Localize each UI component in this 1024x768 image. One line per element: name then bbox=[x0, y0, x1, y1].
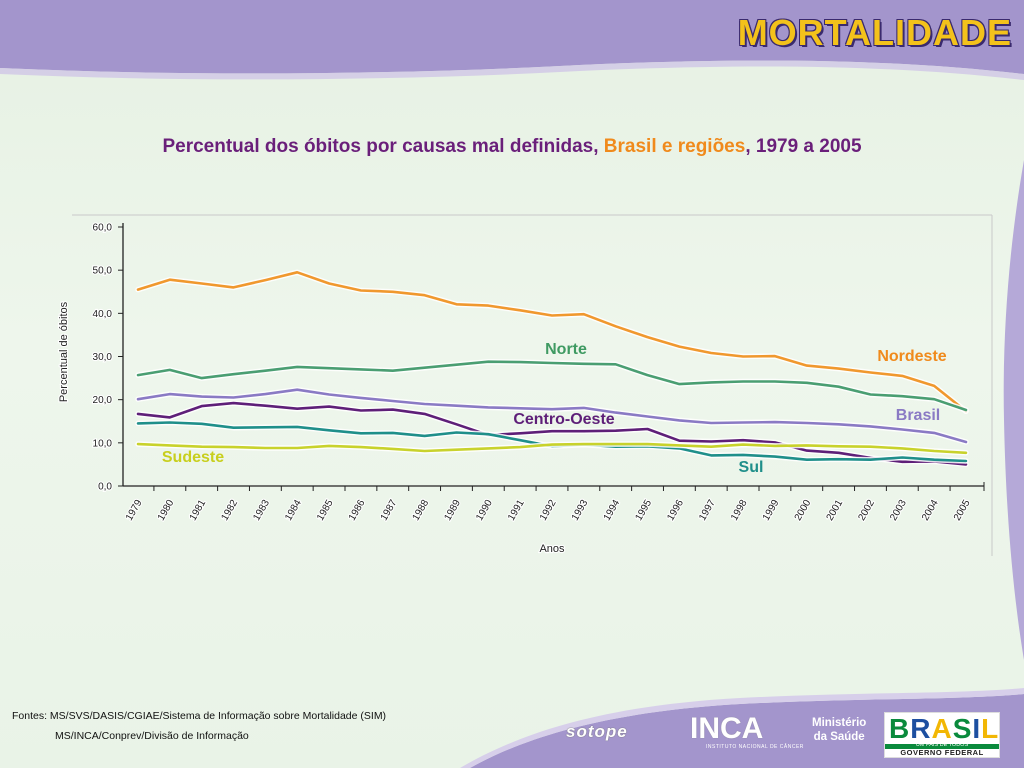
slide-title: MORTALIDADE bbox=[737, 12, 1012, 53]
x-tick-label: 1980 bbox=[156, 498, 177, 523]
y-tick-label: 60,0 bbox=[93, 223, 113, 234]
y-tick-label: 10,0 bbox=[93, 438, 113, 449]
ministerio-line-2: da Saúde bbox=[813, 731, 865, 743]
inca-logo-subtitle: INSTITUTO NACIONAL DE CÂNCER bbox=[706, 744, 804, 750]
x-tick-label: 2004 bbox=[920, 498, 941, 523]
brasil-logo-word: BRASIL bbox=[889, 713, 1000, 744]
x-tick-label: 1986 bbox=[347, 498, 368, 523]
subtitle-text-highlight: Brasil e regiões bbox=[603, 136, 746, 157]
x-tick-label: 2000 bbox=[793, 498, 814, 523]
x-tick-label: 1989 bbox=[442, 498, 463, 523]
top-banner bbox=[0, 0, 1024, 74]
x-tick-label: 1982 bbox=[219, 498, 240, 523]
series-line-brasil bbox=[136, 388, 968, 444]
series-label-centro-oeste: Centro-Oeste bbox=[513, 411, 614, 428]
sources: Fontes: MS/SVS/DASIS/CGIAE/Sistema de In… bbox=[12, 706, 386, 746]
x-tick-label: 1979 bbox=[124, 498, 145, 523]
x-tick-label: 1981 bbox=[188, 498, 209, 523]
series-label-nordeste: Nordeste bbox=[877, 348, 946, 365]
x-tick-label: 1994 bbox=[602, 498, 623, 523]
x-tick-label: 1998 bbox=[729, 498, 750, 523]
series-line-nordeste bbox=[136, 270, 968, 413]
brasil-governo-logo: BRASIL UM PAÍS DE TODOS GOVERNO FEDERAL bbox=[884, 712, 1000, 758]
chart-series bbox=[135, 269, 969, 468]
y-tick-label: 0,0 bbox=[98, 482, 112, 493]
inca-logo: INCA bbox=[690, 712, 764, 745]
x-tick-label: 1983 bbox=[251, 498, 272, 523]
chart-series-labels: Nordeste Norte Brasil Centro-Oeste Sul Sudest… bbox=[162, 341, 947, 476]
subtitle-text-1: Percentual dos óbitos por causas mal def… bbox=[162, 136, 604, 157]
x-tick-label: 1996 bbox=[665, 498, 686, 523]
x-axis-title: Anos bbox=[539, 543, 565, 555]
x-tick-label: 2001 bbox=[825, 498, 846, 523]
series-line-norte bbox=[136, 360, 968, 412]
y-tick-label: 30,0 bbox=[93, 352, 113, 363]
ministerio-line-1: Ministério bbox=[812, 717, 867, 729]
x-tick-label: 1991 bbox=[506, 498, 527, 523]
series-label-brasil: Brasil bbox=[896, 407, 940, 424]
y-tick-label: 50,0 bbox=[93, 266, 113, 277]
x-tick-label: 1999 bbox=[761, 498, 782, 523]
ministerio-saude-logo: Ministério da Saúde bbox=[812, 716, 866, 744]
y-tick-label: 40,0 bbox=[93, 309, 113, 320]
x-tick-label: 1995 bbox=[633, 498, 654, 523]
x-tick-label: 1987 bbox=[379, 498, 400, 523]
brasil-logo-band bbox=[885, 744, 999, 749]
series-label-norte: Norte bbox=[545, 341, 587, 358]
x-tick-label: 2005 bbox=[952, 498, 973, 523]
x-tick-label: 1990 bbox=[474, 498, 495, 523]
brasil-logo-governo: GOVERNO FEDERAL bbox=[900, 748, 984, 757]
series-line-sudeste bbox=[136, 442, 968, 455]
x-tick-label: 1997 bbox=[697, 498, 718, 523]
source-line-1: Fontes: MS/SVS/DASIS/CGIAE/Sistema de In… bbox=[12, 710, 387, 722]
top-banner-highlight bbox=[0, 60, 1024, 80]
source-line-2: MS/INCA/Conprev/Divisão de Informação bbox=[55, 730, 249, 742]
brasil-logo-band-white bbox=[885, 749, 999, 757]
x-tick-label: 1985 bbox=[315, 498, 336, 523]
x-tick-label: 2002 bbox=[856, 498, 877, 523]
sotope-logo: sotope bbox=[566, 722, 628, 741]
chart-subtitle: Percentual dos óbitos por causas mal def… bbox=[0, 136, 1024, 158]
x-tick-label: 2003 bbox=[888, 498, 909, 523]
x-tick-label: 1993 bbox=[570, 498, 591, 523]
subtitle-text-3: , 1979 a 2005 bbox=[745, 136, 862, 157]
series-label-sudeste: Sudeste bbox=[162, 449, 224, 466]
series-line-centro-oeste bbox=[136, 401, 968, 466]
right-banner bbox=[1003, 160, 1024, 660]
x-tick-label: 1992 bbox=[538, 498, 559, 523]
bottom-banner-highlight bbox=[460, 688, 1024, 768]
y-tick-label: 20,0 bbox=[93, 395, 113, 406]
x-tick-label: 1984 bbox=[283, 498, 304, 523]
y-axis-title: Percentual de óbitos bbox=[58, 301, 70, 402]
x-tick-label: 1988 bbox=[411, 498, 432, 523]
brasil-logo-tagline: UM PAÍS DE TODOS bbox=[915, 742, 969, 748]
series-label-sul: Sul bbox=[739, 459, 764, 476]
